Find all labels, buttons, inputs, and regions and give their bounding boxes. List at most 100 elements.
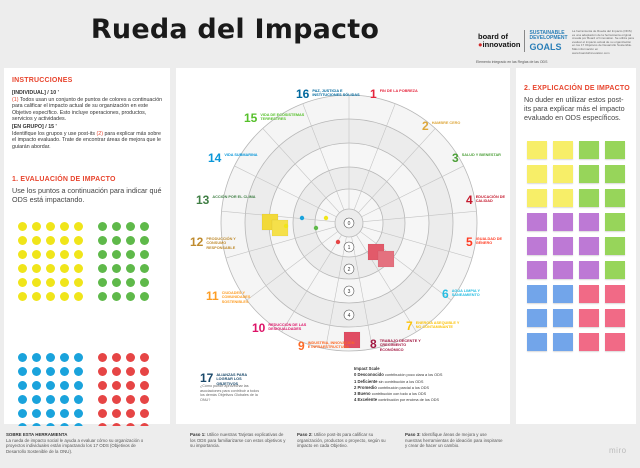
rating-dot[interactable] — [46, 381, 55, 390]
rating-dot[interactable] — [18, 367, 27, 376]
rating-dot[interactable] — [98, 250, 107, 259]
rating-dot[interactable] — [112, 292, 121, 301]
rating-dot[interactable] — [98, 264, 107, 273]
wheel-rating-dot[interactable] — [313, 225, 319, 231]
post-it-note[interactable] — [605, 333, 625, 351]
rating-dot[interactable] — [32, 367, 41, 376]
rating-dot[interactable] — [60, 278, 69, 287]
rating-dot[interactable] — [60, 222, 69, 231]
rating-dot[interactable] — [32, 222, 41, 231]
rating-dot[interactable] — [60, 236, 69, 245]
rating-dot[interactable] — [32, 409, 41, 418]
rating-dot[interactable] — [46, 236, 55, 245]
rating-dot[interactable] — [46, 353, 55, 362]
post-it-note[interactable] — [579, 237, 599, 255]
rating-dot[interactable] — [60, 250, 69, 259]
rating-dot[interactable] — [140, 222, 149, 231]
rating-dot[interactable] — [60, 292, 69, 301]
post-it-note[interactable] — [527, 189, 547, 207]
post-it-note[interactable] — [605, 237, 625, 255]
rating-dot[interactable] — [74, 367, 83, 376]
rating-dot[interactable] — [140, 292, 149, 301]
rating-dot[interactable] — [46, 409, 55, 418]
post-it-note[interactable] — [605, 261, 625, 279]
rating-dot[interactable] — [112, 278, 121, 287]
rating-dot[interactable] — [74, 236, 83, 245]
post-it-note[interactable] — [579, 285, 599, 303]
post-it-note[interactable] — [605, 213, 625, 231]
rating-dot[interactable] — [140, 353, 149, 362]
rating-dot[interactable] — [98, 381, 107, 390]
post-it-note[interactable] — [553, 309, 573, 327]
rating-dot[interactable] — [98, 367, 107, 376]
rating-dot[interactable] — [98, 278, 107, 287]
rating-dot[interactable] — [140, 278, 149, 287]
rating-dot[interactable] — [112, 381, 121, 390]
rating-dot[interactable] — [140, 264, 149, 273]
rating-dot[interactable] — [74, 381, 83, 390]
rating-dot[interactable] — [74, 353, 83, 362]
rating-dot[interactable] — [98, 236, 107, 245]
rating-dot[interactable] — [18, 353, 27, 362]
rating-dot[interactable] — [18, 264, 27, 273]
post-it-note[interactable] — [579, 165, 599, 183]
post-it-note[interactable] — [579, 189, 599, 207]
post-it-note[interactable] — [605, 309, 625, 327]
post-it-note[interactable] — [527, 165, 547, 183]
post-it-note[interactable] — [553, 141, 573, 159]
rating-dot[interactable] — [74, 278, 83, 287]
post-it-note[interactable] — [527, 309, 547, 327]
rating-dot[interactable] — [60, 264, 69, 273]
post-it-note[interactable] — [553, 189, 573, 207]
wheel-rating-dot[interactable] — [335, 239, 341, 245]
rating-dot[interactable] — [60, 367, 69, 376]
rating-dot[interactable] — [74, 395, 83, 404]
rating-dot[interactable] — [18, 236, 27, 245]
post-it-note[interactable] — [553, 213, 573, 231]
rating-dot[interactable] — [126, 292, 135, 301]
rating-dot[interactable] — [74, 222, 83, 231]
rating-dot[interactable] — [18, 292, 27, 301]
post-it-note[interactable] — [527, 237, 547, 255]
post-it-note[interactable] — [553, 261, 573, 279]
rating-dot[interactable] — [74, 292, 83, 301]
rating-dot[interactable] — [126, 236, 135, 245]
rating-dot[interactable] — [126, 250, 135, 259]
post-it-note[interactable] — [527, 333, 547, 351]
rating-dot[interactable] — [126, 264, 135, 273]
rating-dot[interactable] — [60, 409, 69, 418]
post-it-note[interactable] — [527, 285, 547, 303]
rating-dot[interactable] — [98, 222, 107, 231]
rating-dot[interactable] — [60, 381, 69, 390]
rating-dot[interactable] — [98, 395, 107, 404]
rating-dot[interactable] — [32, 353, 41, 362]
rating-dot[interactable] — [140, 409, 149, 418]
wheel-post-it[interactable] — [377, 250, 395, 268]
rating-dot[interactable] — [112, 264, 121, 273]
post-it-note[interactable] — [527, 141, 547, 159]
rating-dot[interactable] — [46, 292, 55, 301]
post-it-note[interactable] — [579, 141, 599, 159]
rating-dot[interactable] — [32, 250, 41, 259]
rating-dot[interactable] — [74, 409, 83, 418]
post-it-note[interactable] — [605, 141, 625, 159]
post-it-note[interactable] — [605, 285, 625, 303]
rating-dot[interactable] — [32, 395, 41, 404]
rating-dot[interactable] — [46, 395, 55, 404]
rating-dot[interactable] — [98, 292, 107, 301]
rating-dot[interactable] — [126, 353, 135, 362]
post-it-note[interactable] — [579, 309, 599, 327]
rating-dot[interactable] — [18, 381, 27, 390]
rating-dot[interactable] — [74, 264, 83, 273]
rating-dot[interactable] — [140, 367, 149, 376]
post-it-note[interactable] — [527, 261, 547, 279]
rating-dot[interactable] — [126, 381, 135, 390]
rating-dot[interactable] — [46, 278, 55, 287]
rating-dot[interactable] — [126, 367, 135, 376]
rating-dot[interactable] — [140, 381, 149, 390]
post-it-note[interactable] — [579, 261, 599, 279]
wheel-rating-dot[interactable] — [299, 215, 305, 221]
post-it-note[interactable] — [579, 213, 599, 231]
post-it-note[interactable] — [605, 165, 625, 183]
rating-dot[interactable] — [112, 395, 121, 404]
